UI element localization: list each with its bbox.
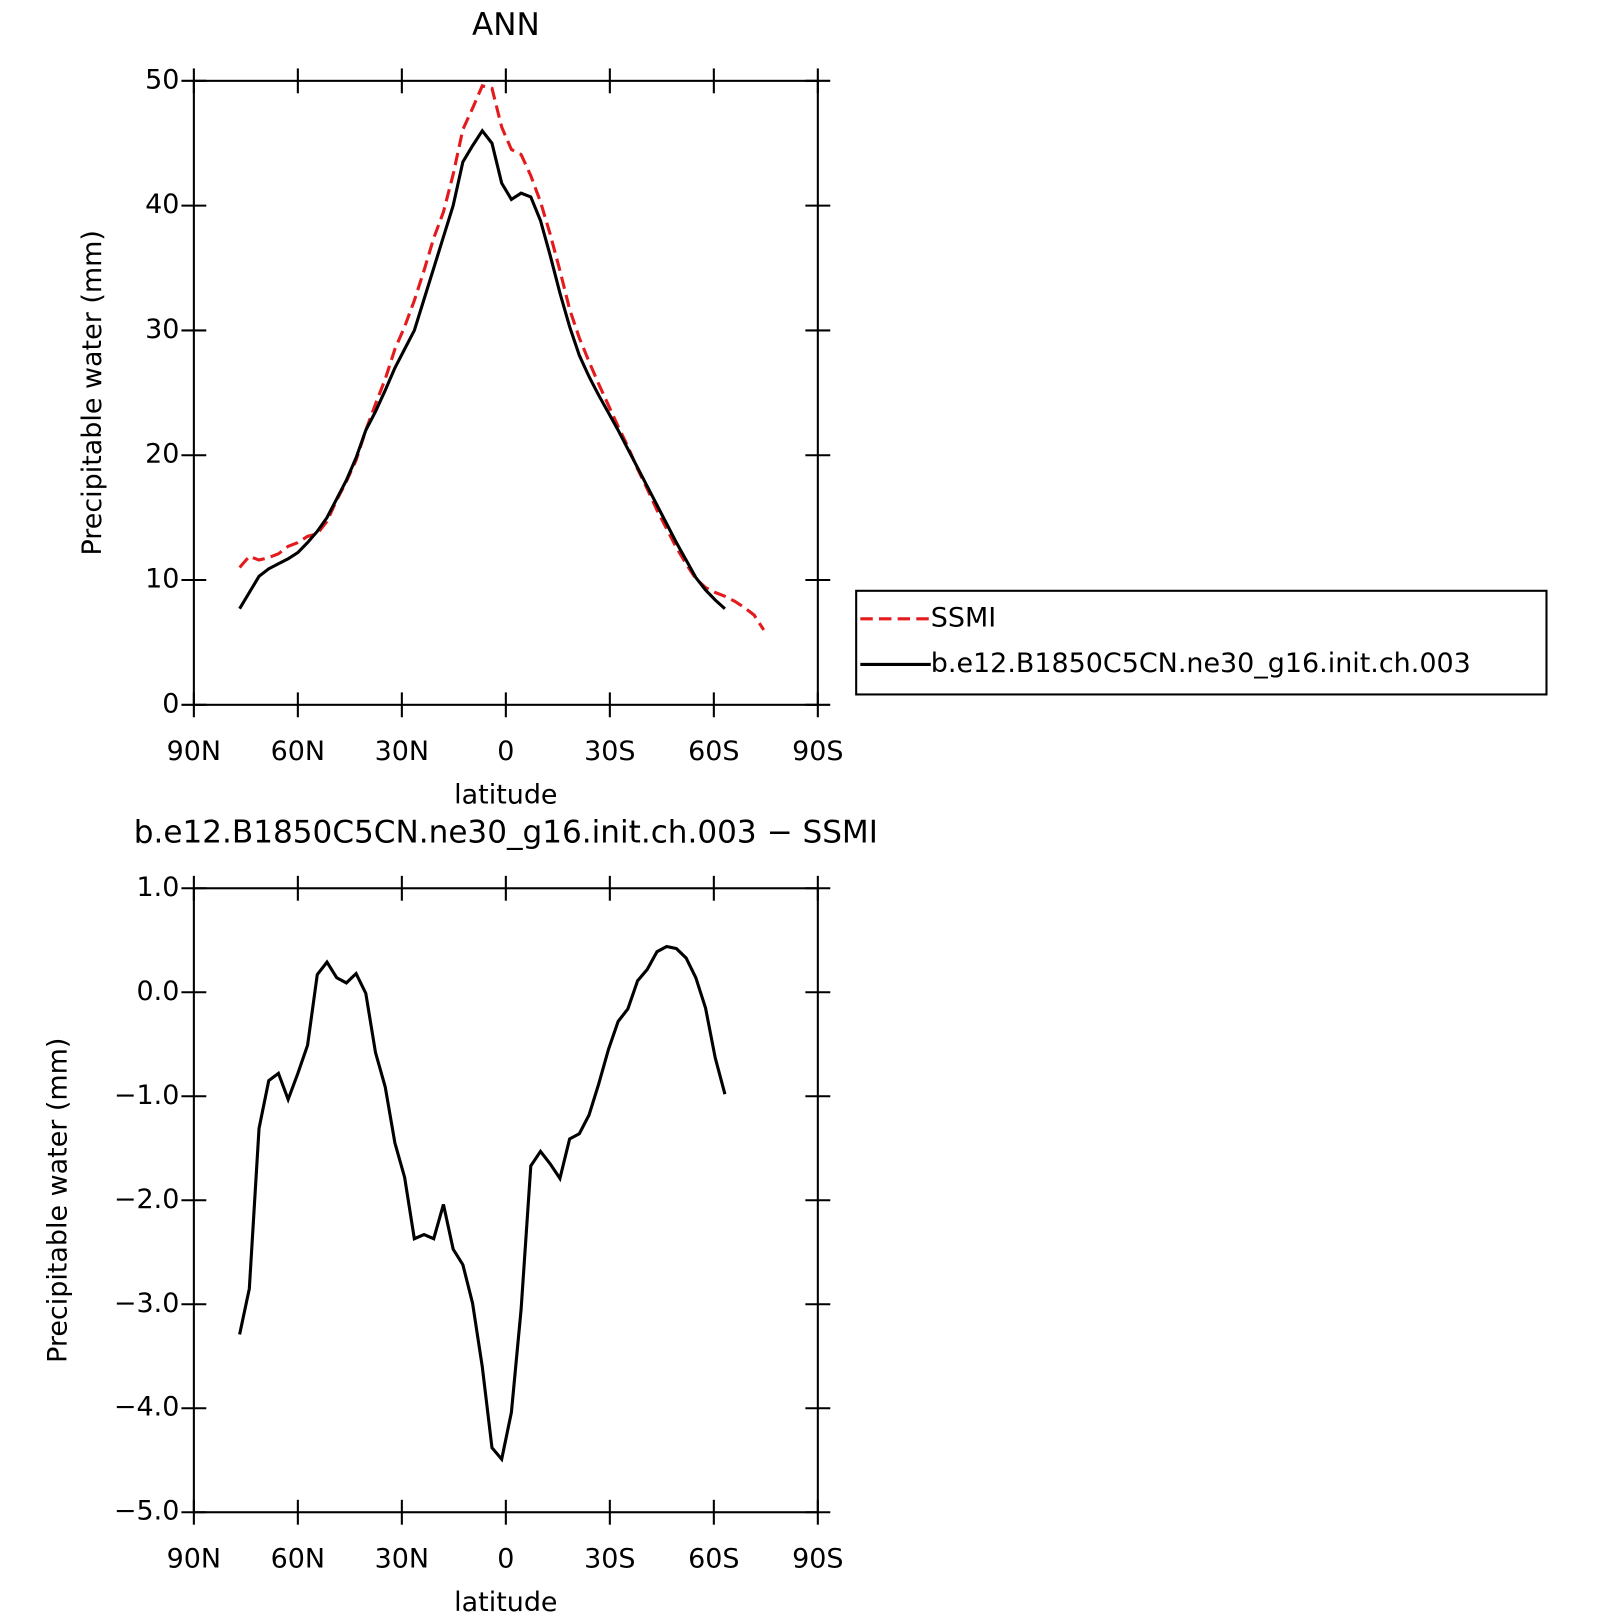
- x-tick-label: 0: [497, 736, 514, 767]
- y-tick-label: −2.0: [114, 1184, 179, 1215]
- x-tick-label: 30N: [375, 736, 429, 767]
- chart-title: ANN: [472, 7, 540, 43]
- legend-box: [855, 589, 1548, 696]
- data-line: [238, 84, 766, 631]
- data-line: [238, 944, 727, 1463]
- y-tick-label: 10: [145, 564, 179, 595]
- y-tick-label: −1.0: [114, 1080, 179, 1111]
- y-tick-label: 40: [145, 189, 179, 220]
- y-axis-label: Precipitable water (mm): [43, 1038, 74, 1363]
- y-tick-label: −3.0: [114, 1288, 179, 1319]
- x-tick-label: 30S: [584, 736, 635, 767]
- y-tick-label: −5.0: [114, 1496, 179, 1527]
- plot-frame: [192, 887, 819, 1514]
- x-tick-label: 60N: [271, 1543, 325, 1574]
- x-axis-label: latitude: [454, 780, 557, 811]
- x-tick-label: 30S: [584, 1543, 635, 1574]
- x-tick-label: 60S: [688, 736, 739, 767]
- x-tick-label: 60S: [688, 1543, 739, 1574]
- x-axis-label: latitude: [454, 1587, 557, 1618]
- plot-frame: [192, 79, 819, 706]
- y-axis-label: Precipitable water (mm): [77, 230, 108, 555]
- x-tick-label: 90N: [167, 1543, 221, 1574]
- legend-label: b.e12.B1850C5CN.ne30_g16.init.ch.003: [931, 648, 1471, 679]
- y-tick-label: −4.0: [114, 1392, 179, 1423]
- y-tick-label: 1.0: [137, 872, 180, 903]
- y-tick-label: 50: [145, 64, 179, 95]
- legend-label: SSMI: [931, 602, 996, 633]
- y-tick-label: 0.0: [137, 976, 180, 1007]
- x-tick-label: 90S: [792, 736, 843, 767]
- chart-title: b.e12.B1850C5CN.ne30_g16.init.ch.003 − S…: [134, 814, 878, 850]
- x-tick-label: 90S: [792, 1543, 843, 1574]
- x-tick-label: 0: [497, 1543, 514, 1574]
- x-tick-label: 30N: [375, 1543, 429, 1574]
- data-line: [238, 128, 726, 610]
- y-tick-label: 20: [145, 439, 179, 470]
- y-tick-label: 30: [145, 314, 179, 345]
- y-tick-label: 0: [162, 688, 179, 719]
- x-tick-label: 90N: [167, 736, 221, 767]
- x-tick-label: 60N: [271, 736, 325, 767]
